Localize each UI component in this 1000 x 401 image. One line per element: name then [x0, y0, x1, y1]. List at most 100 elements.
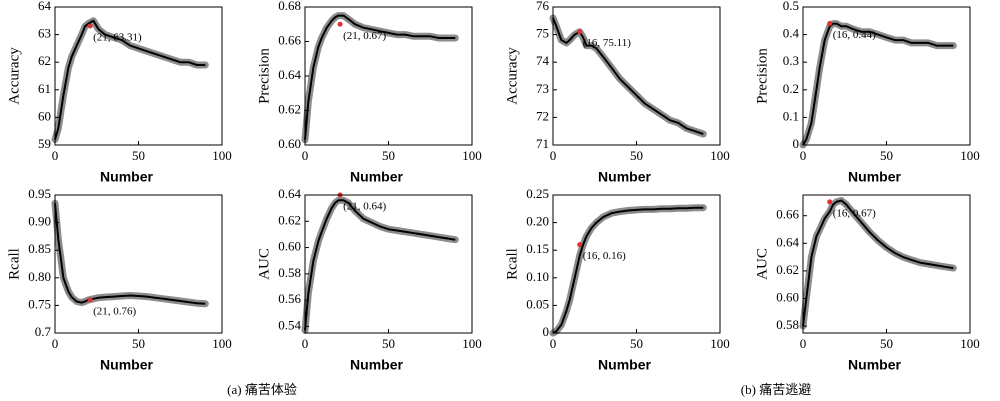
annotation-label: (21, 63.31)	[93, 32, 142, 44]
line-band	[799, 197, 957, 330]
x-axis-label: Number	[100, 169, 153, 185]
y-tick-label: 71	[536, 136, 549, 151]
y-tick-label: 61	[38, 81, 51, 96]
plot-frame	[54, 6, 223, 146]
x-axis-label: Number	[848, 169, 901, 185]
annotation-label: (21, 0.67)	[343, 30, 386, 42]
line	[552, 206, 704, 334]
annotation-point	[827, 21, 833, 27]
y-tick-label: 0	[793, 136, 800, 151]
x-tick-label: 0	[550, 336, 557, 351]
annotation-point	[337, 21, 343, 27]
y-axis-label: Rcall	[504, 248, 520, 280]
x-tick-label: 0	[550, 148, 557, 163]
y-tick-label: 0.20	[526, 214, 549, 229]
y-tick-label: 0.62	[776, 262, 799, 277]
x-axis-label: Number	[598, 169, 651, 185]
y-tick-label: 0.75	[28, 296, 51, 311]
caption: (a) 痛苦体验	[227, 382, 297, 397]
x-tick-label: 100	[462, 148, 482, 163]
y-axis-label: Precision	[256, 48, 272, 104]
y-tick-label: 74	[536, 53, 550, 68]
y-tick-label: 75	[536, 26, 549, 41]
plot-frame	[54, 194, 223, 334]
annotation-label: (16, 0.44)	[833, 29, 876, 41]
y-axis-label: AUC	[256, 248, 272, 280]
x-tick-label: 0	[800, 148, 807, 163]
x-axis-label: Number	[598, 357, 651, 373]
y-tick-label: 0.25	[526, 186, 549, 201]
x-axis-label: Number	[100, 357, 153, 373]
y-tick-label: 0.5	[783, 0, 799, 13]
x-tick-label: 0	[52, 336, 59, 351]
line-band	[549, 14, 707, 138]
y-tick-label: 0.58	[776, 317, 799, 332]
y-tick-label: 0	[543, 324, 550, 339]
x-tick-label: 50	[382, 336, 395, 351]
x-axis-label: Number	[350, 169, 403, 185]
y-tick-label: 0.62	[278, 212, 301, 227]
x-tick-label: 50	[880, 336, 893, 351]
y-tick-label: 0.10	[526, 269, 549, 284]
y-tick-label: 0.66	[278, 32, 301, 47]
plot-frame	[552, 6, 721, 146]
plot-frame	[802, 6, 971, 146]
y-tick-label: 0.15	[526, 241, 549, 256]
x-tick-label: 0	[800, 336, 807, 351]
y-tick-label: 0.3	[783, 53, 799, 68]
annotation-label: (16, 75.11)	[583, 37, 632, 49]
y-tick-label: 0.60	[776, 289, 799, 304]
y-tick-label: 0.7	[35, 324, 52, 339]
annotation-point	[87, 23, 93, 29]
x-tick-label: 50	[880, 148, 893, 163]
y-tick-label: 72	[536, 108, 549, 123]
x-tick-label: 50	[382, 148, 395, 163]
plot-frame	[304, 6, 473, 146]
y-tick-label: 59	[38, 136, 51, 151]
y-tick-label: 0.64	[776, 234, 799, 249]
y-axis-label: Precision	[754, 48, 770, 104]
annotation-label: (21, 0.76)	[93, 305, 136, 317]
y-tick-label: 0.56	[278, 291, 301, 306]
line	[54, 19, 206, 140]
y-tick-label: 0.60	[278, 136, 301, 151]
line-band	[301, 196, 459, 334]
plot-frame	[552, 194, 721, 334]
line-band	[51, 199, 209, 308]
x-tick-label: 100	[212, 336, 232, 351]
x-tick-label: 100	[710, 336, 730, 351]
plot-frame	[802, 194, 971, 334]
x-tick-label: 100	[960, 336, 980, 351]
annotation-label: (16, 0.16)	[583, 250, 626, 262]
x-tick-label: 0	[302, 148, 309, 163]
y-tick-label: 73	[536, 81, 549, 96]
y-tick-label: 76	[536, 0, 550, 13]
x-tick-label: 100	[462, 336, 482, 351]
y-axis-label: Accuracy	[504, 47, 520, 105]
y-tick-label: 0.85	[28, 241, 51, 256]
x-tick-label: 100	[960, 148, 980, 163]
x-tick-label: 100	[710, 148, 730, 163]
line	[552, 17, 704, 135]
x-tick-label: 50	[630, 148, 643, 163]
caption: (b) 痛苦逃避	[741, 382, 811, 397]
line	[304, 199, 456, 331]
x-tick-label: 50	[132, 336, 145, 351]
y-tick-label: 64	[38, 0, 52, 13]
y-axis-label: AUC	[754, 248, 770, 280]
y-tick-label: 0.64	[278, 186, 301, 201]
y-tick-label: 0.58	[278, 265, 301, 280]
x-axis-label: Number	[350, 357, 403, 373]
y-tick-label: 60	[38, 108, 51, 123]
annotation-point	[577, 29, 583, 35]
y-tick-label: 0.2	[783, 81, 799, 96]
y-tick-label: 0.60	[278, 239, 301, 254]
y-tick-label: 0.1	[783, 108, 799, 123]
line-band	[799, 20, 957, 149]
y-tick-label: 0.68	[278, 0, 301, 13]
annotation-point	[827, 199, 833, 205]
annotation-label: (21, 0.64)	[343, 201, 386, 213]
y-tick-label: 63	[38, 26, 51, 41]
y-tick-label: 0.90	[28, 214, 51, 229]
